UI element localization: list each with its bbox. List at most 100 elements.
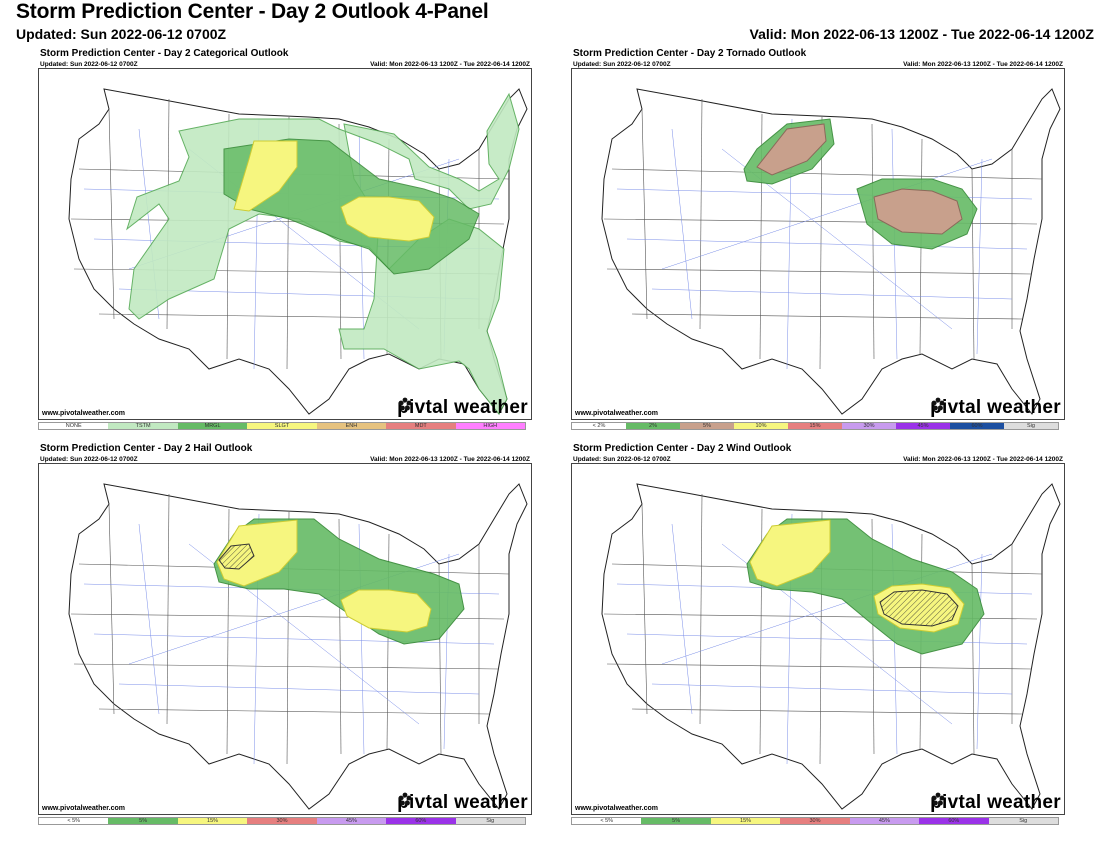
highway-line [651, 683, 1013, 695]
legend-swatch: < 2% [572, 423, 626, 429]
legend-swatch: 45% [316, 818, 387, 824]
legend-swatch: 15% [788, 423, 842, 429]
legend-swatch: MDT [386, 423, 456, 429]
state-border [631, 313, 1023, 320]
panel-title: Storm Prediction Center - Day 2 Hail Out… [40, 443, 253, 454]
panel-valid-time: Valid: Mon 2022-06-13 1200Z - Tue 2022-0… [903, 456, 1063, 463]
legend-swatch: NONE [39, 423, 109, 429]
page-updated-time: Updated: Sun 2022-06-12 0700Z [16, 26, 227, 42]
outlook-map: www.pivotalweather.com piv tal weather [571, 68, 1065, 420]
state-border [699, 493, 703, 725]
state-border [606, 663, 1033, 670]
legend-swatch: 15% [710, 818, 781, 824]
state-border [108, 503, 115, 715]
page-valid-time: Valid: Mon 2022-06-13 1200Z - Tue 2022-0… [749, 26, 1094, 42]
legend-bar: < 5% 5% 15% 30% 45% 60% Sig [571, 817, 1059, 825]
tornado-5pct-area-east [873, 188, 963, 235]
state-border [641, 503, 648, 715]
flower-icon [398, 792, 412, 806]
legend-swatch: 5% [680, 423, 734, 429]
hail-15pct-area-east [340, 589, 432, 633]
logo-text-right: tal weather [425, 397, 528, 418]
legend-bar: < 2% 2% 5% 10% 15% 30% 45% 60% Sig [571, 422, 1059, 430]
panel-updated-time: Updated: Sun 2022-06-12 0700Z [573, 456, 671, 463]
logo-text-right: tal weather [958, 792, 1061, 813]
pivotal-weather-logo: piv tal weather [930, 397, 1061, 419]
pivotal-credit: www.pivotalweather.com [42, 805, 125, 812]
logo-text-left: piv [930, 397, 959, 418]
pivotal-weather-logo: piv tal weather [397, 792, 528, 814]
highway-line [976, 553, 983, 750]
conus-outline [68, 483, 528, 810]
panel-valid-time: Valid: Mon 2022-06-13 1200Z - Tue 2022-0… [903, 61, 1063, 68]
legend-swatch: SLGT [247, 423, 317, 429]
legend-swatch: 2% [626, 423, 680, 429]
highway-line [976, 158, 983, 355]
logo-text-left: piv [397, 397, 426, 418]
legend-swatch: 30% [780, 818, 850, 824]
conus-outline [601, 88, 1061, 415]
pivotal-weather-logo: piv tal weather [930, 792, 1061, 814]
slight-risk-area-east [340, 196, 435, 242]
wind-15pct-area-west [749, 519, 831, 587]
pivotal-credit: www.pivotalweather.com [575, 410, 658, 417]
legend-swatch: 45% [849, 818, 920, 824]
panel-updated-time: Updated: Sun 2022-06-12 0700Z [573, 61, 671, 68]
panel-title: Storm Prediction Center - Day 2 Categori… [40, 48, 289, 59]
panel-valid-time: Valid: Mon 2022-06-13 1200Z - Tue 2022-0… [370, 456, 530, 463]
state-border [611, 168, 1043, 180]
highway-line [626, 238, 1028, 250]
state-border [819, 116, 823, 370]
highway-line [93, 633, 495, 645]
legend-swatch: 10% [734, 423, 788, 429]
legend-swatch: 15% [177, 818, 248, 824]
categorical-outlook-panel: Storm Prediction Center - Day 2 Categori… [38, 48, 532, 440]
logo-text-left: piv [930, 792, 959, 813]
state-border [699, 98, 703, 330]
tornado-5pct-area-west [756, 123, 827, 176]
state-border [108, 108, 115, 320]
pivotal-credit: www.pivotalweather.com [42, 410, 125, 417]
outlook-map: www.pivotalweather.com piv tal weather [38, 68, 532, 420]
highway-line [651, 288, 1013, 300]
logo-text-left: piv [397, 792, 426, 813]
legend-swatch: 60% [919, 818, 989, 824]
legend-swatch: 60% [386, 818, 456, 824]
outlook-map: www.pivotalweather.com piv tal weather [571, 463, 1065, 815]
legend-swatch: ENH [316, 423, 387, 429]
state-border [73, 663, 500, 670]
slight-risk-area-west [233, 140, 298, 212]
legend-swatch: 30% [842, 423, 896, 429]
legend-swatch: 45% [896, 423, 950, 429]
legend-bar: < 5% 5% 15% 30% 45% 60% Sig [38, 817, 526, 825]
flower-icon [931, 792, 945, 806]
legend-swatch: Sig [455, 818, 525, 824]
state-border [641, 108, 648, 320]
outlook-map: www.pivotalweather.com piv tal weather [38, 463, 532, 815]
page-title: Storm Prediction Center - Day 2 Outlook … [16, 0, 489, 23]
highway-line [118, 683, 480, 695]
legend-swatch: 60% [950, 423, 1004, 429]
state-border [98, 708, 490, 715]
panel-updated-time: Updated: Sun 2022-06-12 0700Z [40, 456, 138, 463]
panel-valid-time: Valid: Mon 2022-06-13 1200Z - Tue 2022-0… [370, 61, 530, 68]
logo-text-right: tal weather [958, 397, 1061, 418]
logo-text-right: tal weather [425, 792, 528, 813]
panel-title: Storm Prediction Center - Day 2 Tornado … [573, 48, 807, 59]
legend-swatch: TSTM [108, 423, 178, 429]
panel-updated-time: Updated: Sun 2022-06-12 0700Z [40, 61, 138, 68]
state-border [606, 268, 1033, 275]
conus-outline [601, 483, 1061, 810]
state-border [971, 168, 975, 360]
flower-icon [931, 397, 945, 411]
pivotal-weather-logo: piv tal weather [397, 397, 528, 419]
highway-line [661, 158, 993, 270]
legend-swatch: Sig [988, 818, 1058, 824]
hail-outlook-panel: Storm Prediction Center - Day 2 Hail Out… [38, 443, 532, 835]
panel-title: Storm Prediction Center - Day 2 Wind Out… [573, 443, 792, 454]
legend-swatch: 5% [108, 818, 178, 824]
legend-swatch: 5% [641, 818, 711, 824]
hail-15pct-area-west [216, 519, 298, 587]
state-border [166, 493, 170, 725]
legend-swatch: < 5% [572, 818, 642, 824]
